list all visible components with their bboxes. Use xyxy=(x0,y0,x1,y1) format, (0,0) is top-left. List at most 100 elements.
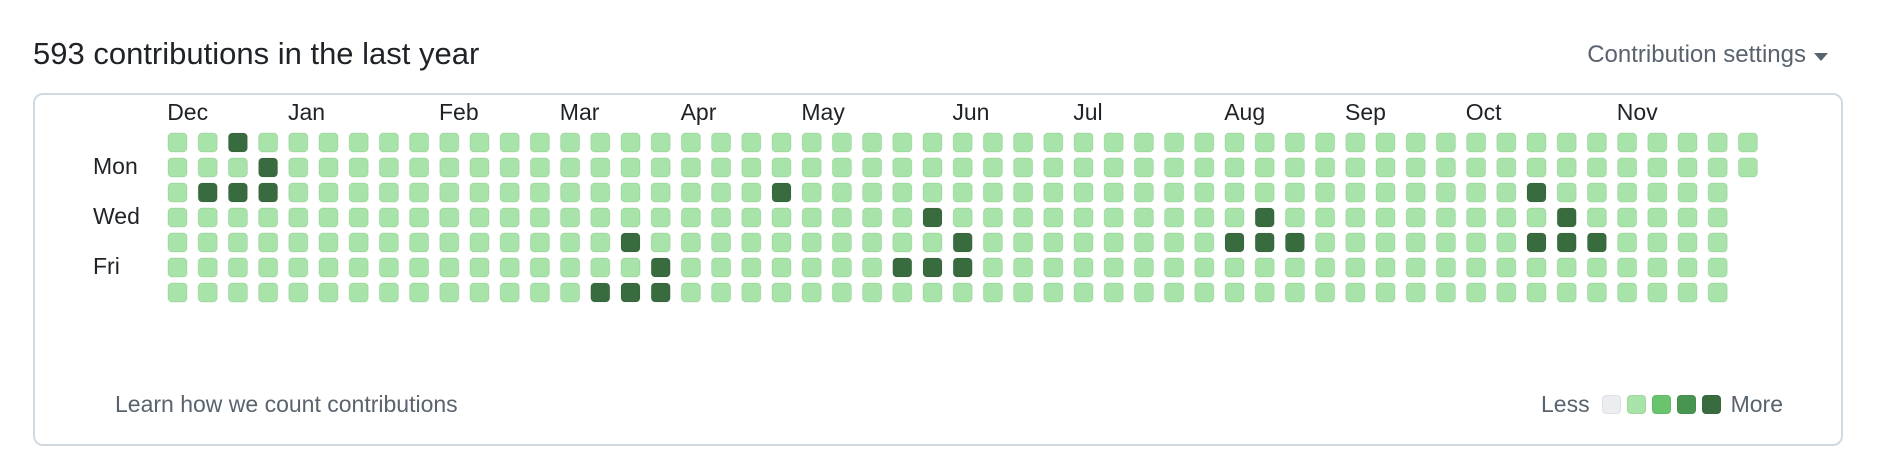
contribution-day-cell[interactable] xyxy=(1255,208,1274,227)
contribution-day-cell[interactable] xyxy=(1557,183,1576,202)
contribution-day-cell[interactable] xyxy=(1044,183,1063,202)
contribution-day-cell[interactable] xyxy=(802,133,821,152)
contribution-day-cell[interactable] xyxy=(289,158,308,177)
contribution-day-cell[interactable] xyxy=(1195,283,1214,302)
contribution-day-cell[interactable] xyxy=(742,283,761,302)
contribution-day-cell[interactable] xyxy=(1557,283,1576,302)
contribution-day-cell[interactable] xyxy=(1134,183,1153,202)
contribution-day-cell[interactable] xyxy=(681,133,700,152)
contribution-day-cell[interactable] xyxy=(1678,283,1697,302)
contribution-day-cell[interactable] xyxy=(1708,208,1727,227)
contribution-day-cell[interactable] xyxy=(923,183,942,202)
contribution-day-cell[interactable] xyxy=(1346,283,1365,302)
contribution-day-cell[interactable] xyxy=(1406,133,1425,152)
contribution-day-cell[interactable] xyxy=(802,208,821,227)
contribution-day-cell[interactable] xyxy=(1618,233,1637,252)
contribution-day-cell[interactable] xyxy=(319,208,338,227)
contribution-day-cell[interactable] xyxy=(772,258,791,277)
contribution-day-cell[interactable] xyxy=(1678,133,1697,152)
contribution-day-cell[interactable] xyxy=(953,258,972,277)
contribution-day-cell[interactable] xyxy=(1738,158,1757,177)
contribution-day-cell[interactable] xyxy=(893,233,912,252)
contribution-day-cell[interactable] xyxy=(1406,183,1425,202)
contribution-day-cell[interactable] xyxy=(1014,133,1033,152)
contribution-day-cell[interactable] xyxy=(953,233,972,252)
contribution-day-cell[interactable] xyxy=(832,233,851,252)
contribution-day-cell[interactable] xyxy=(651,158,670,177)
contribution-day-cell[interactable] xyxy=(561,133,580,152)
contribution-day-cell[interactable] xyxy=(168,133,187,152)
contribution-day-cell[interactable] xyxy=(259,183,278,202)
contribution-day-cell[interactable] xyxy=(863,158,882,177)
contribution-day-cell[interactable] xyxy=(470,208,489,227)
contribution-day-cell[interactable] xyxy=(772,283,791,302)
contribution-day-cell[interactable] xyxy=(1557,158,1576,177)
contribution-day-cell[interactable] xyxy=(1044,208,1063,227)
contribution-day-cell[interactable] xyxy=(1587,183,1606,202)
contribution-day-cell[interactable] xyxy=(379,158,398,177)
contribution-day-cell[interactable] xyxy=(1678,183,1697,202)
contribution-day-cell[interactable] xyxy=(259,258,278,277)
contribution-day-cell[interactable] xyxy=(742,133,761,152)
contribution-day-cell[interactable] xyxy=(651,133,670,152)
contribution-day-cell[interactable] xyxy=(712,283,731,302)
contribution-day-cell[interactable] xyxy=(1165,258,1184,277)
contribution-day-cell[interactable] xyxy=(1587,158,1606,177)
contribution-day-cell[interactable] xyxy=(621,258,640,277)
contribution-day-cell[interactable] xyxy=(621,158,640,177)
contribution-day-cell[interactable] xyxy=(349,133,368,152)
contribution-day-cell[interactable] xyxy=(410,283,429,302)
contribution-day-cell[interactable] xyxy=(953,133,972,152)
contribution-day-cell[interactable] xyxy=(953,183,972,202)
contribution-day-cell[interactable] xyxy=(1134,158,1153,177)
contribution-day-cell[interactable] xyxy=(802,183,821,202)
contribution-day-cell[interactable] xyxy=(319,133,338,152)
contribution-day-cell[interactable] xyxy=(1285,158,1304,177)
contribution-day-cell[interactable] xyxy=(1195,208,1214,227)
contribution-day-cell[interactable] xyxy=(198,233,217,252)
contribution-day-cell[interactable] xyxy=(802,158,821,177)
contribution-day-cell[interactable] xyxy=(1134,208,1153,227)
contribution-day-cell[interactable] xyxy=(742,208,761,227)
contribution-day-cell[interactable] xyxy=(1316,233,1335,252)
contribution-day-cell[interactable] xyxy=(1708,233,1727,252)
contribution-day-cell[interactable] xyxy=(1436,258,1455,277)
contribution-day-cell[interactable] xyxy=(1225,158,1244,177)
contribution-day-cell[interactable] xyxy=(1014,158,1033,177)
contribution-day-cell[interactable] xyxy=(561,258,580,277)
contribution-day-cell[interactable] xyxy=(923,283,942,302)
contribution-day-cell[interactable] xyxy=(470,258,489,277)
contribution-day-cell[interactable] xyxy=(893,283,912,302)
contribution-day-cell[interactable] xyxy=(1708,133,1727,152)
contribution-day-cell[interactable] xyxy=(1346,208,1365,227)
contribution-day-cell[interactable] xyxy=(1104,233,1123,252)
contribution-day-cell[interactable] xyxy=(1104,258,1123,277)
contribution-day-cell[interactable] xyxy=(681,208,700,227)
contribution-day-cell[interactable] xyxy=(1165,133,1184,152)
contribution-day-cell[interactable] xyxy=(1406,258,1425,277)
contribution-day-cell[interactable] xyxy=(259,158,278,177)
contribution-day-cell[interactable] xyxy=(802,258,821,277)
contribution-day-cell[interactable] xyxy=(1497,208,1516,227)
contribution-day-cell[interactable] xyxy=(983,258,1002,277)
contribution-day-cell[interactable] xyxy=(1255,283,1274,302)
contribution-day-cell[interactable] xyxy=(1346,133,1365,152)
contribution-day-cell[interactable] xyxy=(1255,258,1274,277)
contribution-day-cell[interactable] xyxy=(1316,158,1335,177)
contribution-day-cell[interactable] xyxy=(168,183,187,202)
contribution-day-cell[interactable] xyxy=(1587,233,1606,252)
contribution-day-cell[interactable] xyxy=(349,233,368,252)
contribution-day-cell[interactable] xyxy=(863,283,882,302)
contribution-day-cell[interactable] xyxy=(832,158,851,177)
contribution-day-cell[interactable] xyxy=(228,183,247,202)
contribution-day-cell[interactable] xyxy=(983,283,1002,302)
contribution-day-cell[interactable] xyxy=(440,158,459,177)
contribution-day-cell[interactable] xyxy=(1648,158,1667,177)
contribution-day-cell[interactable] xyxy=(289,183,308,202)
contribution-day-cell[interactable] xyxy=(1074,258,1093,277)
contribution-day-cell[interactable] xyxy=(923,208,942,227)
contribution-day-cell[interactable] xyxy=(349,208,368,227)
contribution-day-cell[interactable] xyxy=(168,233,187,252)
contribution-day-cell[interactable] xyxy=(319,283,338,302)
contribution-day-cell[interactable] xyxy=(1134,133,1153,152)
